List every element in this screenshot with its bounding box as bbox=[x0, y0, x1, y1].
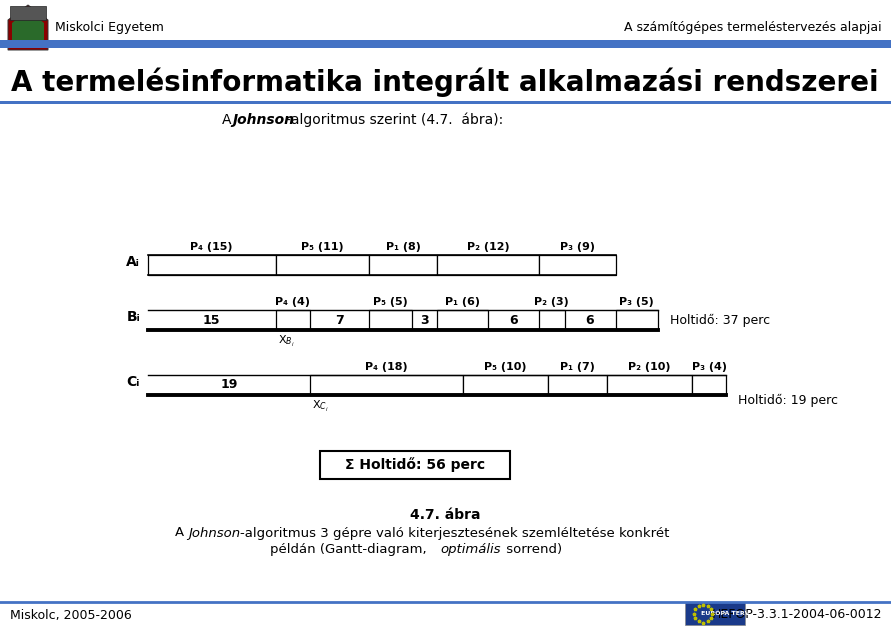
FancyBboxPatch shape bbox=[369, 255, 437, 275]
Text: P₄ (18): P₄ (18) bbox=[364, 362, 407, 372]
Polygon shape bbox=[8, 5, 48, 50]
FancyBboxPatch shape bbox=[148, 255, 275, 275]
Text: Aᵢ: Aᵢ bbox=[127, 255, 140, 269]
Text: Cᵢ: Cᵢ bbox=[127, 375, 140, 389]
Text: EURÓPA TERV: EURÓPA TERV bbox=[700, 611, 749, 616]
Text: sorrend): sorrend) bbox=[502, 544, 562, 556]
Text: X$_{B_i}$: X$_{B_i}$ bbox=[277, 334, 294, 349]
Text: Bᵢ: Bᵢ bbox=[127, 310, 140, 324]
FancyBboxPatch shape bbox=[309, 375, 462, 395]
Text: P₃ (5): P₃ (5) bbox=[619, 297, 654, 307]
Text: P₃ (9): P₃ (9) bbox=[560, 242, 595, 252]
Text: P₂ (12): P₂ (12) bbox=[467, 242, 510, 252]
Text: P₂ (10): P₂ (10) bbox=[628, 362, 671, 372]
FancyBboxPatch shape bbox=[539, 310, 565, 330]
FancyBboxPatch shape bbox=[10, 6, 46, 20]
Text: Johnson: Johnson bbox=[188, 527, 241, 539]
Text: 6: 6 bbox=[509, 314, 518, 326]
Text: Σ Holtidő: 56 perc: Σ Holtidő: 56 perc bbox=[345, 457, 485, 472]
FancyBboxPatch shape bbox=[0, 101, 891, 104]
Text: 15: 15 bbox=[203, 314, 220, 326]
Text: P₁ (6): P₁ (6) bbox=[445, 297, 480, 307]
Text: példán (Gantt-diagram,: példán (Gantt-diagram, bbox=[270, 544, 431, 556]
Text: HEFOP-3.3.1-2004-06-0012: HEFOP-3.3.1-2004-06-0012 bbox=[712, 609, 882, 622]
Text: P₄ (15): P₄ (15) bbox=[191, 242, 233, 252]
FancyBboxPatch shape bbox=[369, 310, 412, 330]
FancyBboxPatch shape bbox=[692, 375, 726, 395]
Text: P₂ (3): P₂ (3) bbox=[535, 297, 569, 307]
FancyBboxPatch shape bbox=[616, 310, 658, 330]
Text: Miskolci Egyetem: Miskolci Egyetem bbox=[55, 21, 164, 35]
Text: A számítógépes termeléstervezés alapjai: A számítógépes termeléstervezés alapjai bbox=[625, 21, 882, 35]
FancyBboxPatch shape bbox=[275, 310, 309, 330]
Text: Johnson: Johnson bbox=[232, 113, 294, 127]
Text: 3: 3 bbox=[420, 314, 429, 326]
Text: 4.7. ábra: 4.7. ábra bbox=[410, 508, 480, 522]
FancyBboxPatch shape bbox=[607, 375, 692, 395]
Text: A: A bbox=[222, 113, 236, 127]
FancyBboxPatch shape bbox=[437, 255, 539, 275]
Text: P₁ (7): P₁ (7) bbox=[560, 362, 594, 372]
FancyBboxPatch shape bbox=[547, 375, 607, 395]
Text: -algoritmus 3 gépre való kiterjesztesének szemléltetése konkrét: -algoritmus 3 gépre való kiterjeszteséne… bbox=[240, 527, 669, 539]
FancyBboxPatch shape bbox=[0, 40, 891, 48]
Polygon shape bbox=[12, 10, 44, 48]
FancyBboxPatch shape bbox=[437, 310, 488, 330]
Text: 19: 19 bbox=[220, 379, 237, 391]
Text: Holtidő: 19 perc: Holtidő: 19 perc bbox=[738, 393, 838, 406]
Text: A termelésinformatika integrált alkalmazási rendszerei: A termelésinformatika integrált alkalmaz… bbox=[12, 67, 879, 97]
Text: Holtidő: 37 perc: Holtidő: 37 perc bbox=[670, 313, 770, 326]
FancyBboxPatch shape bbox=[275, 255, 369, 275]
Text: X$_{C_i}$: X$_{C_i}$ bbox=[312, 399, 328, 414]
Text: Miskolc, 2005-2006: Miskolc, 2005-2006 bbox=[10, 609, 132, 622]
Text: 7: 7 bbox=[335, 314, 344, 326]
Text: P₅ (10): P₅ (10) bbox=[484, 362, 527, 372]
Text: -algoritmus szerint (4.7.  ábra):: -algoritmus szerint (4.7. ábra): bbox=[286, 113, 503, 127]
Text: P₅ (11): P₅ (11) bbox=[301, 242, 344, 252]
FancyBboxPatch shape bbox=[539, 255, 616, 275]
FancyBboxPatch shape bbox=[320, 451, 510, 479]
Text: optimális: optimális bbox=[440, 544, 501, 556]
FancyBboxPatch shape bbox=[462, 375, 547, 395]
Text: P₁ (8): P₁ (8) bbox=[386, 242, 421, 252]
Text: P₄ (4): P₄ (4) bbox=[275, 297, 310, 307]
Text: 6: 6 bbox=[585, 314, 594, 326]
FancyBboxPatch shape bbox=[685, 602, 745, 625]
Text: P₅ (5): P₅ (5) bbox=[372, 297, 407, 307]
Text: A: A bbox=[175, 527, 188, 539]
Text: P₃ (4): P₃ (4) bbox=[691, 362, 726, 372]
